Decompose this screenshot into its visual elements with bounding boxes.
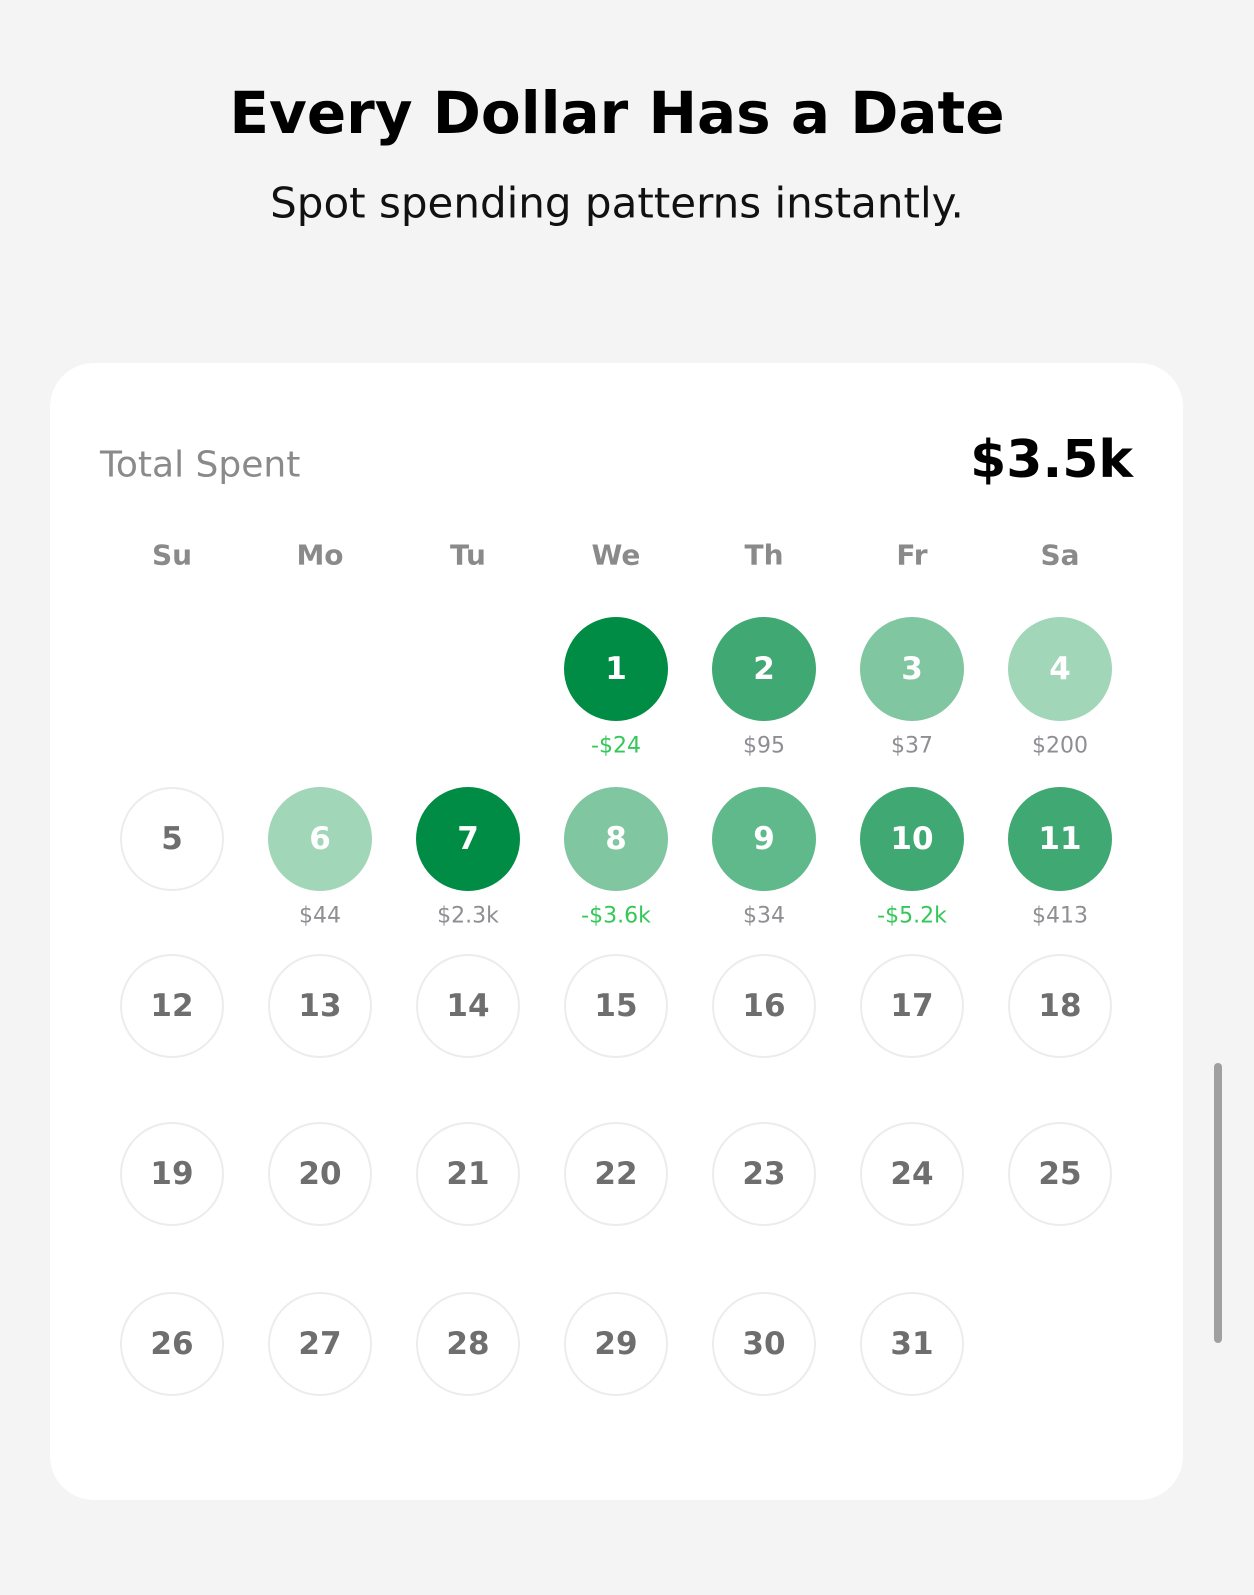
day-amount: $44 bbox=[299, 904, 341, 929]
day-cell[interactable] bbox=[564, 954, 668, 1058]
day-number: 12 bbox=[150, 988, 193, 1024]
day-number: 27 bbox=[298, 1326, 341, 1362]
weekday-label: Mo bbox=[296, 539, 343, 572]
day-number: 21 bbox=[446, 1156, 489, 1192]
day-number: 9 bbox=[753, 821, 775, 857]
day-number: 6 bbox=[309, 821, 331, 857]
day-cell[interactable] bbox=[712, 1122, 816, 1226]
day-cell[interactable] bbox=[1008, 954, 1112, 1058]
day-number: 4 bbox=[1049, 651, 1071, 687]
day-amount: $34 bbox=[743, 904, 785, 929]
day-number: 1 bbox=[605, 651, 627, 687]
day-amount: $95 bbox=[743, 734, 785, 759]
day-number: 31 bbox=[890, 1326, 933, 1362]
day-number: 25 bbox=[1038, 1156, 1081, 1192]
day-number: 3 bbox=[901, 651, 923, 687]
day-amount: -$3.6k bbox=[581, 904, 651, 929]
total-label: Total Spent bbox=[99, 445, 300, 486]
day-number: 24 bbox=[890, 1156, 933, 1192]
day-cell[interactable] bbox=[416, 1292, 520, 1396]
day-number: 10 bbox=[890, 821, 933, 857]
day-amount: $2.3k bbox=[437, 904, 499, 929]
day-amount: -$24 bbox=[591, 734, 641, 759]
day-cell[interactable] bbox=[712, 787, 816, 891]
day-amount: $413 bbox=[1032, 904, 1088, 929]
day-amount: -$5.2k bbox=[877, 904, 947, 929]
weekday-label: Sa bbox=[1040, 539, 1079, 572]
day-number: 26 bbox=[150, 1326, 193, 1362]
day-number: 28 bbox=[446, 1326, 489, 1362]
day-cell[interactable] bbox=[712, 617, 816, 721]
day-cell[interactable] bbox=[860, 787, 964, 891]
day-cell[interactable] bbox=[268, 954, 372, 1058]
day-number: 29 bbox=[594, 1326, 637, 1362]
day-cell[interactable] bbox=[120, 787, 224, 891]
day-number: 13 bbox=[298, 988, 341, 1024]
day-number: 2 bbox=[753, 651, 775, 687]
day-number: 14 bbox=[446, 988, 489, 1024]
weekday-label: We bbox=[592, 539, 641, 572]
day-cell[interactable] bbox=[564, 617, 668, 721]
day-cell[interactable] bbox=[564, 1292, 668, 1396]
day-number: 20 bbox=[298, 1156, 341, 1192]
day-number: 8 bbox=[605, 821, 627, 857]
day-number: 7 bbox=[457, 821, 479, 857]
day-cell[interactable] bbox=[1008, 1122, 1112, 1226]
total-value: $3.5k bbox=[970, 430, 1134, 490]
day-cell[interactable] bbox=[712, 1292, 816, 1396]
weekday-label: Fr bbox=[896, 539, 927, 572]
day-number: 5 bbox=[161, 821, 183, 857]
day-number: 15 bbox=[594, 988, 637, 1024]
day-cell[interactable] bbox=[268, 1122, 372, 1226]
day-number: 17 bbox=[890, 988, 933, 1024]
day-cell[interactable] bbox=[860, 1292, 964, 1396]
day-cell[interactable] bbox=[564, 787, 668, 891]
day-number: 11 bbox=[1038, 821, 1081, 857]
day-number: 23 bbox=[742, 1156, 785, 1192]
day-cell[interactable] bbox=[712, 954, 816, 1058]
subtitle: Spot spending patterns instantly. bbox=[270, 179, 964, 228]
day-amount: $37 bbox=[891, 734, 933, 759]
weekday-label: Su bbox=[152, 539, 192, 572]
scrollbar[interactable] bbox=[1214, 1063, 1222, 1343]
day-cell[interactable] bbox=[268, 1292, 372, 1396]
day-cell[interactable] bbox=[1008, 617, 1112, 721]
day-cell[interactable] bbox=[860, 1122, 964, 1226]
day-cell[interactable] bbox=[120, 1122, 224, 1226]
weekday-label: Tu bbox=[450, 539, 486, 572]
day-cell[interactable] bbox=[120, 954, 224, 1058]
day-cell[interactable] bbox=[268, 787, 372, 891]
day-cell[interactable] bbox=[860, 617, 964, 721]
title: Every Dollar Has a Date bbox=[229, 79, 1004, 147]
day-number: 22 bbox=[594, 1156, 637, 1192]
day-cell[interactable] bbox=[416, 954, 520, 1058]
day-cell[interactable] bbox=[1008, 787, 1112, 891]
day-number: 18 bbox=[1038, 988, 1081, 1024]
day-number: 19 bbox=[150, 1156, 193, 1192]
day-number: 30 bbox=[742, 1326, 785, 1362]
day-number: 16 bbox=[742, 988, 785, 1024]
day-cell[interactable] bbox=[120, 1292, 224, 1396]
day-amount: $200 bbox=[1032, 734, 1088, 759]
day-cell[interactable] bbox=[416, 1122, 520, 1226]
day-cell[interactable] bbox=[564, 1122, 668, 1226]
weekday-label: Th bbox=[744, 539, 783, 572]
day-cell[interactable] bbox=[416, 787, 520, 891]
day-cell[interactable] bbox=[860, 954, 964, 1058]
